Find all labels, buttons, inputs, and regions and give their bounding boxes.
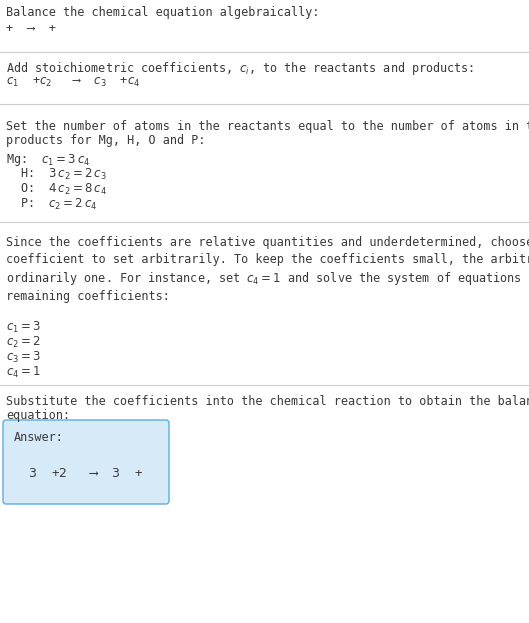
Text: Answer:: Answer: bbox=[14, 431, 64, 444]
Text: $c_1$  +$c_2$   ⟶  $c_3$  +$c_4$: $c_1$ +$c_2$ ⟶ $c_3$ +$c_4$ bbox=[6, 76, 140, 89]
Text: $c_4 = 1$: $c_4 = 1$ bbox=[6, 365, 41, 380]
Text: Since the coefficients are relative quantities and underdetermined, choose a
coe: Since the coefficients are relative quan… bbox=[6, 236, 529, 303]
Text: Substitute the coefficients into the chemical reaction to obtain the balanced: Substitute the coefficients into the che… bbox=[6, 395, 529, 408]
Text: $c_1 = 3$: $c_1 = 3$ bbox=[6, 320, 41, 335]
Text: P:  $c_2 = 2\,c_4$: P: $c_2 = 2\,c_4$ bbox=[6, 197, 97, 212]
Text: $c_2 = 2$: $c_2 = 2$ bbox=[6, 335, 41, 350]
Text: $3$  +$2$   ⟶  $3$  +: $3$ +$2$ ⟶ $3$ + bbox=[28, 467, 144, 480]
Text: equation:: equation: bbox=[6, 409, 70, 422]
Text: Set the number of atoms in the reactants equal to the number of atoms in the: Set the number of atoms in the reactants… bbox=[6, 120, 529, 133]
Text: +  ⟶  +: + ⟶ + bbox=[6, 22, 56, 35]
Text: Add stoichiometric coefficients, $c_i$, to the reactants and products:: Add stoichiometric coefficients, $c_i$, … bbox=[6, 60, 474, 77]
Text: H:  $3\,c_2 = 2\,c_3$: H: $3\,c_2 = 2\,c_3$ bbox=[6, 167, 107, 182]
Text: Mg:  $c_1 = 3\,c_4$: Mg: $c_1 = 3\,c_4$ bbox=[6, 152, 90, 168]
Text: $c_3 = 3$: $c_3 = 3$ bbox=[6, 350, 41, 365]
FancyBboxPatch shape bbox=[3, 420, 169, 504]
Text: products for Mg, H, O and P:: products for Mg, H, O and P: bbox=[6, 134, 205, 147]
Text: Balance the chemical equation algebraically:: Balance the chemical equation algebraica… bbox=[6, 6, 320, 19]
Text: O:  $4\,c_2 = 8\,c_4$: O: $4\,c_2 = 8\,c_4$ bbox=[6, 182, 107, 197]
